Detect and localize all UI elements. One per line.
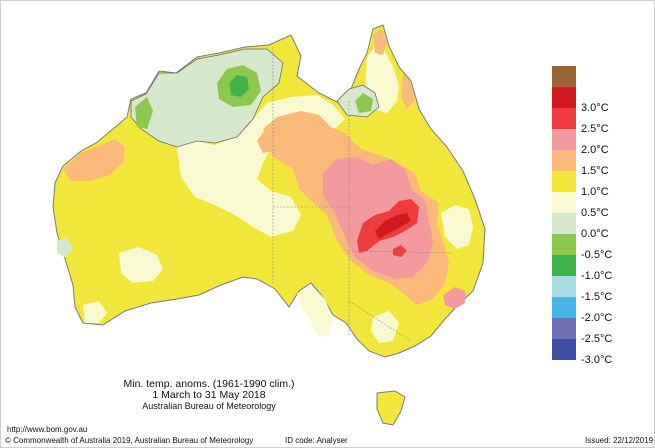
legend-label: 1.5°C — [581, 165, 609, 177]
legend-swatch — [552, 213, 576, 234]
region-red-spot — [393, 245, 407, 257]
legend-label: -0.5°C — [581, 249, 613, 261]
legend-label: -3.0°C — [581, 354, 613, 366]
legend-swatch — [552, 87, 576, 108]
region-pink-nsw — [443, 287, 465, 309]
legend-swatch — [552, 318, 576, 339]
tasmania — [376, 390, 406, 426]
region-darkred-central — [375, 213, 411, 239]
region-darkgreen-kimberley — [229, 75, 249, 97]
region-midgreen-west — [135, 97, 153, 129]
region-lightyellow-south — [297, 287, 333, 337]
legend-label: -2.5°C — [581, 333, 613, 345]
legend-swatch — [552, 297, 576, 318]
region-lightyellow-east — [441, 205, 473, 249]
legend-swatch — [552, 171, 576, 192]
footer-url[interactable]: http://www.bom.gov.au — [7, 425, 88, 434]
region-orange-west — [63, 139, 125, 181]
region-orange-capeyork2 — [401, 73, 415, 109]
region-lightyellow-north — [177, 95, 345, 237]
legend-swatch — [552, 150, 576, 171]
legend-swatch — [552, 108, 576, 129]
legend-swatch — [552, 66, 576, 87]
footer-copyright: © Commonwealth of Australia 2019, Austra… — [5, 436, 254, 445]
legend-label: -1.0°C — [581, 270, 613, 282]
caption-agency: Australian Bureau of Meteorology — [142, 401, 276, 411]
footer-issued: Issued: 22/12/2019 — [585, 436, 654, 445]
caption-period: 1 March to 31 May 2018 — [152, 389, 265, 401]
state-borders — [272, 47, 454, 342]
region-lightyellow-southwest — [83, 301, 107, 323]
legend-swatch — [552, 192, 576, 213]
legend-label: -1.5°C — [581, 291, 613, 303]
region-midgreen-gulf — [355, 93, 373, 113]
legend-label: 0.0°C — [581, 228, 609, 240]
border-nsw-vic — [348, 300, 412, 342]
legend-swatch — [552, 234, 576, 255]
region-orange-kimberley — [257, 127, 277, 153]
legend-swatch — [552, 276, 576, 297]
legend-label: 2.0°C — [581, 144, 609, 156]
caption-title: Min. temp. anoms. (1961-1990 clim.) — [124, 378, 295, 390]
legend-swatch — [552, 255, 576, 276]
legend-swatch — [552, 129, 576, 150]
legend-label: 3.0°C — [581, 102, 609, 114]
footer-id-code: ID code: Analyser — [285, 436, 348, 445]
region-lightyellow-west — [119, 247, 163, 283]
legend-label: 1.0°C — [581, 186, 609, 198]
region-green-west — [57, 237, 73, 257]
legend-swatch — [552, 339, 576, 360]
legend-label: 2.5°C — [581, 123, 609, 135]
region-orange-capeyork — [373, 29, 387, 55]
region-lightyellow-southeast — [371, 311, 399, 343]
legend-label: -2.0°C — [581, 312, 613, 324]
legend-label: 0.5°C — [581, 207, 609, 219]
